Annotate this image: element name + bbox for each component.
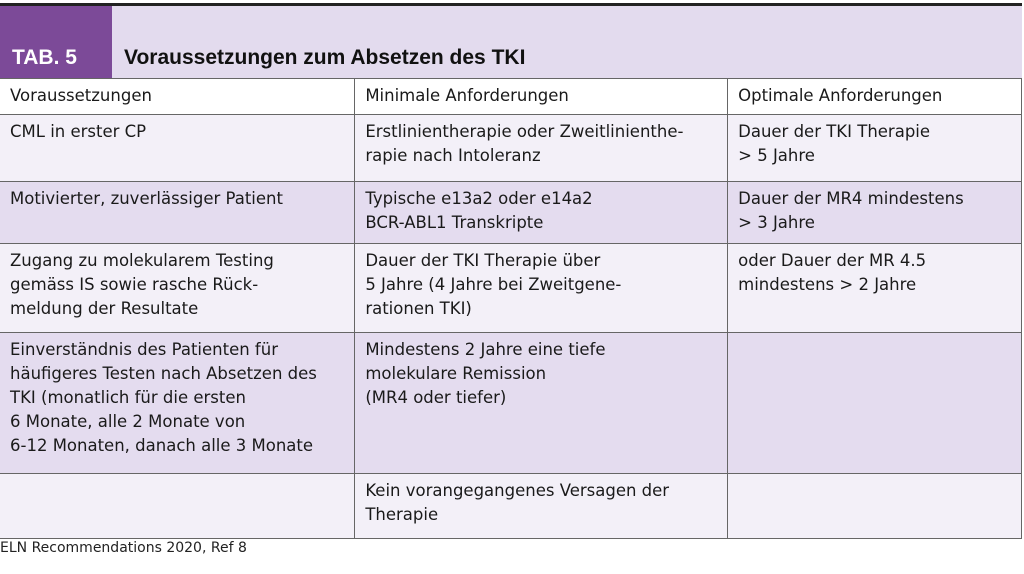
table-cell xyxy=(0,473,356,539)
table-cell xyxy=(727,473,1022,539)
footnote: ELN Recommendations 2020, Ref 8 xyxy=(0,540,247,556)
table-cell: Typische e13a2 oder e14a2 BCR-ABL1 Trans… xyxy=(354,181,729,244)
table-cell: Dauer der MR4 mindestens > 3 Jahre xyxy=(727,181,1022,244)
table-cell: Zugang zu molekularem Testing gemäss IS … xyxy=(0,243,356,333)
table-cell: Einverständnis des Patienten für häufige… xyxy=(0,332,356,474)
table-row: CML in erster CP Erstlinientherapie oder … xyxy=(0,114,1022,182)
table-cell: Dauer der TKI Therapie über 5 Jahre (4 J… xyxy=(354,243,729,333)
table-cell: oder Dauer der MR 4.5 mindestens > 2 Jah… xyxy=(727,243,1022,333)
table-row: Kein vorangegangenes Versagen der Therap… xyxy=(0,473,1022,539)
table-cell: Kein vorangegangenes Versagen der Therap… xyxy=(354,473,729,539)
table-header-row: Voraussetzungen Minimale Anforderungen O… xyxy=(0,78,1022,115)
table-cell: Mindestens 2 Jahre eine tiefe molekulare… xyxy=(354,332,729,474)
table-cell: Erstlinientherapie oder Zweitlinienthe- … xyxy=(354,114,729,182)
table-cell: Dauer der TKI Therapie > 5 Jahre xyxy=(727,114,1022,182)
table-number-label: TAB. 5 xyxy=(0,6,112,78)
column-header: Optimale Anforderungen xyxy=(727,78,1022,115)
table-cell: CML in erster CP xyxy=(0,114,356,182)
requirements-table: Voraussetzungen Minimale Anforderungen O… xyxy=(0,78,1022,539)
column-header: Minimale Anforderungen xyxy=(354,78,729,115)
table-title-band: TAB. 5 Voraussetzungen zum Absetzen des … xyxy=(0,3,1022,78)
table-row: Motivierter, zuverlässiger Patient Typisc… xyxy=(0,181,1022,244)
table-row: Einverständnis des Patienten für häufige… xyxy=(0,332,1022,474)
table-row: Zugang zu molekularem Testing gemäss IS … xyxy=(0,243,1022,333)
table-title: Voraussetzungen zum Absetzen des TKI xyxy=(124,46,526,69)
table-cell: Motivierter, zuverlässiger Patient xyxy=(0,181,356,244)
table-cell xyxy=(727,332,1022,474)
column-header: Voraussetzungen xyxy=(0,78,356,115)
